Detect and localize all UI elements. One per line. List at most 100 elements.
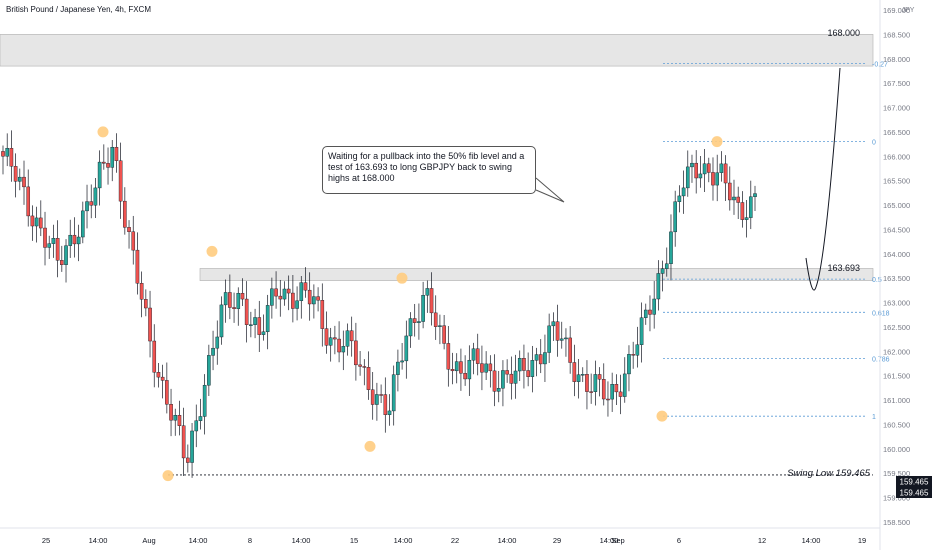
candle-down [177,415,182,426]
candle-down [706,163,711,173]
zones-layer [0,34,874,281]
candle-up [345,330,350,347]
y-tick-label: 162.500 [883,323,910,332]
candle-up [454,361,459,372]
candle-down [412,318,417,323]
candle-down [169,404,173,421]
candle-up [194,420,199,432]
candle-up [744,217,749,220]
candle-up [312,296,316,305]
candle-up [719,163,724,173]
candle-up [5,148,10,157]
candle-down [165,380,169,405]
swing-marker [711,136,723,148]
candle-up [467,359,472,380]
candle-down [480,363,484,373]
candle-up [68,234,73,246]
x-tick-label: 22 [451,536,459,545]
candle-up [76,236,81,245]
candle-up [236,293,241,309]
candle-up [93,187,98,206]
candle-down [585,374,589,392]
candles-layer [1,130,757,478]
candle-up [660,268,665,274]
price-tag-bg-1 [896,476,932,487]
candle-up [517,357,522,372]
candle-down [156,372,161,378]
candle-down [324,328,329,346]
candle-up [690,162,694,168]
candle-up [681,187,686,197]
x-tick-label: 19 [858,536,866,545]
x-tick-label: 14:00 [600,536,619,545]
y-tick-label: 158.500 [883,518,910,527]
swing-marker [97,126,109,138]
candle-down [30,215,35,227]
candle-down [354,340,358,366]
y-tick-label: 165.500 [883,177,910,186]
candle-down [526,370,530,377]
candle-up [425,288,430,296]
candle-down [240,293,245,300]
candle-down [123,200,127,228]
candle-down [39,217,43,229]
candle-down [144,299,148,309]
candle-down [383,394,388,415]
x-tick-label: 25 [42,536,50,545]
candle-down [102,161,106,164]
y-tick-label: 167.000 [883,104,910,113]
candle-down [26,186,31,217]
candle-up [685,166,690,189]
candle-up [559,338,564,341]
fib-label: 0 [872,140,876,147]
time-axis[interactable]: 25 14:00 Aug 14:00 8 14:00 15 14:00 22 14:00 29 14:… [42,536,866,545]
candle-up [261,331,266,335]
candle-down [232,307,236,309]
fib-label: 0.786 [872,357,890,364]
candle-up [551,321,556,327]
candle-up [400,360,404,363]
candle-up [64,245,68,265]
candle-down [274,288,278,297]
candle-down [160,376,165,381]
candle-up [732,196,736,201]
candle-up [673,201,677,233]
y-tick-label: 160.000 [883,445,910,454]
candle-up [47,243,52,248]
candle-down [488,363,493,372]
candle-down [379,394,383,396]
candle-down [181,425,186,459]
x-tick-label: 29 [553,536,561,545]
candle-up [753,193,757,197]
markers-layer [97,126,723,482]
swing-low-label: Swing Low 159.465 [787,468,871,479]
candle-down [320,300,325,329]
candle-down [333,337,337,340]
candle-down [358,364,362,367]
y-tick-label: 167.500 [883,79,910,88]
candle-down [89,201,94,206]
y-tick-label: 168.500 [883,30,910,39]
candle-up [530,360,535,377]
candle-up [669,231,673,264]
candle-down [606,398,610,401]
candle-up [417,321,421,323]
y-tick-label: 161.500 [883,372,910,381]
candle-down [139,283,144,300]
candle-down [22,176,26,188]
candle-up [471,348,476,361]
price-axis[interactable]: 169.000 168.500 168.000 167.500 167.000 166.5… [883,6,910,527]
candle-down [597,374,602,380]
y-tick-label: 162.000 [883,347,910,356]
candle-down [370,389,375,405]
candle-up [253,317,257,325]
candle-up [664,263,669,269]
x-tick-label: 14:00 [89,536,108,545]
price-tag-1: 159.465 [900,478,929,487]
candle-down [278,295,283,300]
y-tick-label: 159.500 [883,469,910,478]
target-zone [0,34,874,67]
candle-down [307,289,312,305]
candle-down [244,298,249,325]
